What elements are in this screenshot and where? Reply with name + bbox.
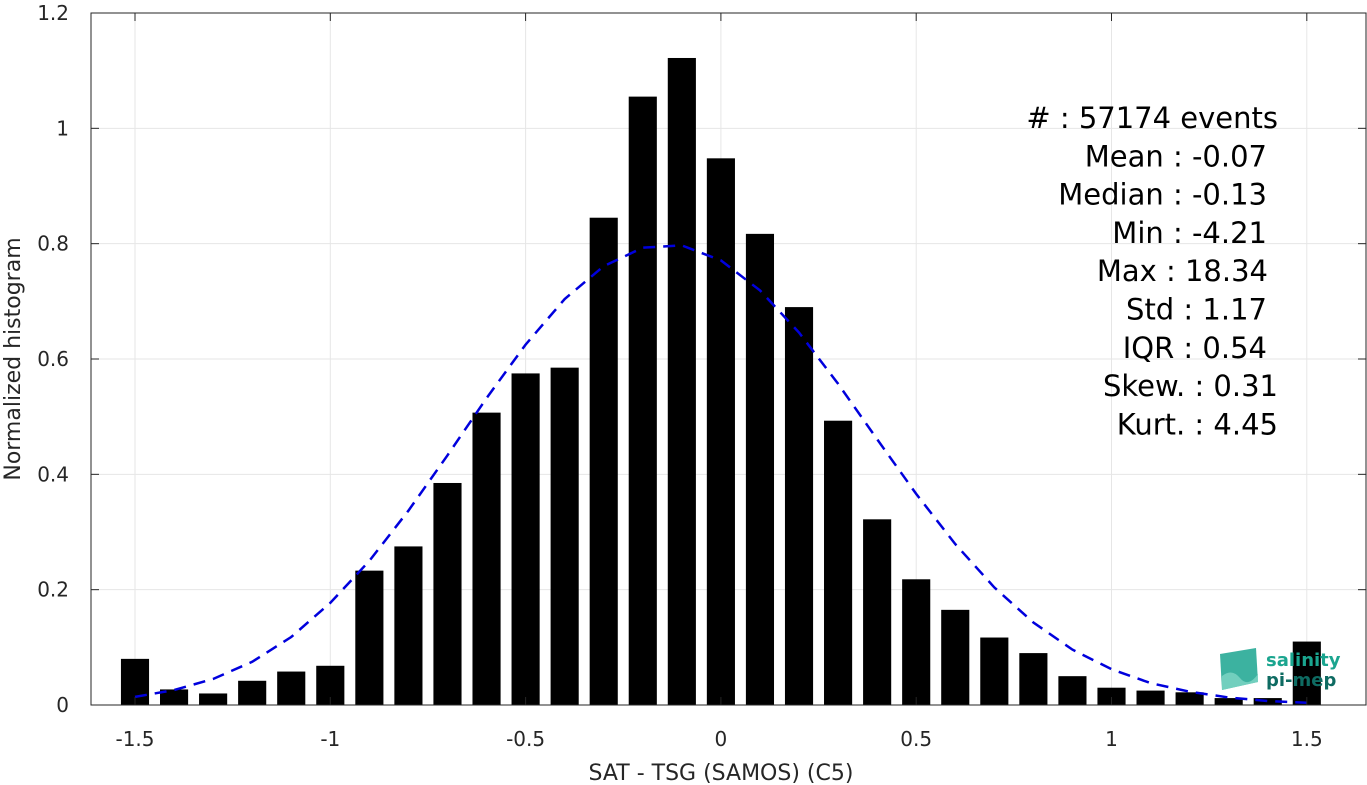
x-tick-label: 1.5 (1291, 727, 1323, 751)
histogram-bar (472, 412, 501, 705)
y-tick-labels: 0 0.2 0.4 0.6 0.8 1 1.2 (37, 1, 69, 717)
y-axis-label: Normalized histogram (1, 237, 26, 480)
histogram-bar (706, 158, 735, 705)
stat-line: Kurt. : 4.45 (1117, 407, 1278, 441)
histogram-bars (120, 57, 1321, 706)
histogram-bar (1214, 698, 1243, 705)
y-tick-label: 0.6 (37, 347, 69, 371)
y-tick-label: 1 (56, 116, 69, 140)
histogram-bar (355, 570, 384, 705)
y-tick-label: 0 (56, 693, 69, 717)
x-tick-label: -1 (320, 727, 340, 751)
histogram-bar (1175, 692, 1204, 705)
histogram-bar (277, 671, 306, 705)
histogram-bar (550, 367, 579, 705)
salinity-pi-mep-logo: salinity pi-mep (1220, 648, 1341, 691)
histogram-bar (628, 96, 657, 705)
x-axis-label: SAT - TSG (SAMOS) (C5) (589, 761, 854, 785)
histogram-bar (784, 307, 814, 705)
logo-mark-wave (1222, 672, 1258, 690)
histogram-bar (1292, 641, 1321, 705)
histogram-bar (199, 693, 228, 705)
normal-fit-curve (134, 244, 1307, 704)
histogram-bar (824, 420, 853, 705)
histogram-bar (941, 609, 970, 705)
stat-line: IQR : 0.54 (1123, 331, 1267, 365)
x-tick-label: -0.5 (506, 727, 545, 751)
stat-line: Min : -4.21 (1112, 216, 1267, 250)
histogram-bar (589, 217, 618, 705)
stat-line: Skew. : 0.31 (1103, 369, 1278, 403)
stat-line: Max : 18.34 (1097, 254, 1268, 288)
stat-line: # : 57174 events (1026, 101, 1278, 135)
x-tick-label: 0 (715, 727, 728, 751)
x-tick-labels: -1.5 -1 -0.5 0 0.5 1 1.5 (115, 727, 1322, 751)
histogram-bar (1058, 676, 1087, 705)
y-tick-label: 1.2 (37, 1, 69, 25)
logo-text-salinity: salinity (1266, 650, 1341, 671)
histogram-bar (159, 689, 189, 705)
histogram-bar (511, 373, 540, 705)
histogram-bar (667, 57, 696, 706)
y-tick-label: 0.8 (37, 232, 69, 256)
x-tick-label: 0.5 (900, 727, 932, 751)
stat-line: Median : -0.13 (1058, 178, 1267, 212)
histogram-bar (433, 482, 462, 705)
histogram-bar (902, 579, 931, 705)
stat-line: Mean : -0.07 (1085, 139, 1267, 173)
histogram-bar (394, 546, 423, 705)
histogram-bar (1136, 690, 1165, 705)
histogram-bar (1097, 687, 1126, 705)
logo-text-pi-mep: pi-mep (1266, 670, 1336, 691)
histogram-bar (863, 519, 892, 705)
stat-line: Std : 1.17 (1126, 293, 1267, 327)
y-tick-label: 0.4 (37, 462, 69, 486)
histogram-bar (745, 233, 775, 705)
y-tick-label: 0.2 (37, 578, 69, 602)
axes (90, 12, 1367, 706)
statistics-annotation: # : 57174 events Mean : -0.07 Median : -0.… (1026, 101, 1278, 441)
x-tick-label: -1.5 (115, 727, 154, 751)
histogram-bar (1019, 653, 1048, 705)
histogram-bar (1253, 698, 1282, 705)
histogram-bar (238, 680, 267, 705)
histogram-bar (980, 637, 1009, 705)
x-tick-label: 1 (1105, 727, 1118, 751)
